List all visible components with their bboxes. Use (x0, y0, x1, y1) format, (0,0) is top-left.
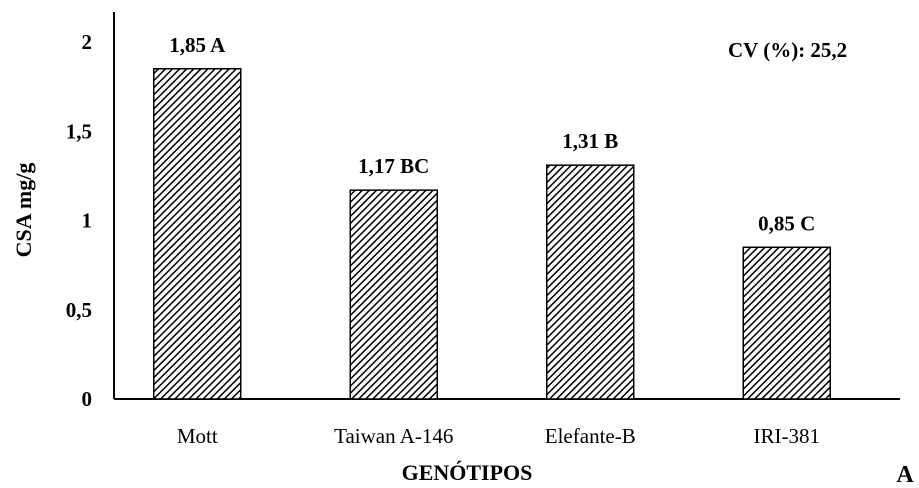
bar (742, 246, 831, 400)
y-tick-label: 0,5 (66, 298, 92, 322)
bar (546, 164, 635, 400)
y-axis-title: CSA mg/g (11, 163, 36, 258)
y-tick-label: 1 (82, 209, 93, 233)
bar (153, 68, 242, 400)
x-tick-label: Taiwan A-146 (334, 424, 453, 448)
y-tick-labels: 0 0,5 1 1,5 2 (66, 30, 92, 411)
y-tick-label: 1,5 (66, 119, 92, 143)
cv-annotation: CV (%): 25,2 (728, 38, 847, 62)
y-tick-label: 2 (82, 30, 93, 54)
data-label: 1,31 B (562, 129, 618, 153)
y-tick-label: 0 (82, 387, 93, 411)
x-axis-title: GENÓTIPOS (402, 460, 533, 485)
bar (349, 189, 438, 400)
panel-label: A (896, 462, 914, 488)
x-tick-label: IRI-381 (754, 424, 821, 448)
x-tick-labels: Mott Taiwan A-146 Elefante-B IRI-381 (177, 424, 820, 448)
data-label: 0,85 C (758, 211, 815, 235)
data-label: 1,85 A (169, 33, 226, 57)
data-labels: 1,85 A 1,17 BC 1,31 B 0,85 C (169, 33, 815, 235)
x-tick-label: Mott (177, 424, 218, 448)
x-tick-label: Elefante-B (545, 424, 636, 448)
bars (153, 68, 831, 400)
data-label: 1,17 BC (358, 154, 429, 178)
